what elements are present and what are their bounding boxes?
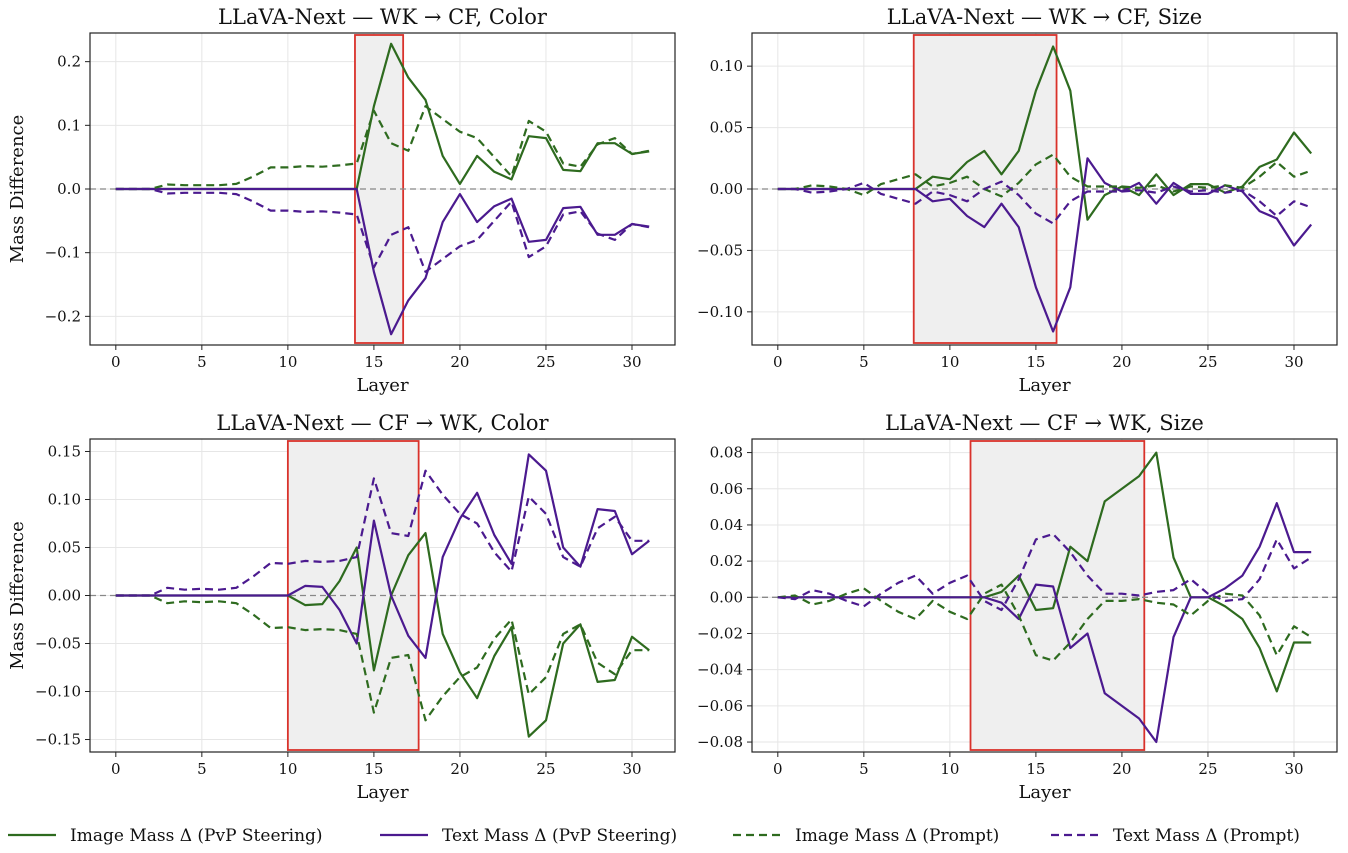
x-tick-label: 30 xyxy=(1284,760,1303,778)
legend-item-text-pvp: Text Mass Δ (PvP Steering) xyxy=(380,826,677,846)
x-tick-label: 5 xyxy=(859,353,869,371)
axes-frame xyxy=(751,438,1338,753)
y-tick-label: 0.00 xyxy=(710,588,743,606)
x-tick-label: 20 xyxy=(1112,760,1131,778)
legend-item-image-pvp: Image Mass Δ (PvP Steering) xyxy=(8,826,323,846)
y-tick-label: 0.00 xyxy=(48,587,81,605)
legend-label-text-prompt: Text Mass Δ (Prompt) xyxy=(1113,826,1300,846)
x-tick-label: 0 xyxy=(773,353,783,371)
x-tick-label: 20 xyxy=(450,760,469,778)
y-tick-label: −0.15 xyxy=(35,731,81,749)
x-axis-label: Layer xyxy=(356,375,409,396)
x-tick-label: 10 xyxy=(278,353,297,371)
x-tick-label: 30 xyxy=(622,760,641,778)
y-tick-label: −0.04 xyxy=(697,661,743,679)
text-mass-prompt-line xyxy=(777,532,1312,612)
y-tick-label: −0.06 xyxy=(697,697,743,715)
x-axis-label: Layer xyxy=(1018,375,1071,396)
legend-item-image-prompt: Image Mass Δ (Prompt) xyxy=(733,826,999,846)
x-tick-label: 15 xyxy=(1026,353,1045,371)
chart-title: LLaVA-Next — WK → CF, Size xyxy=(887,5,1202,29)
y-tick-label: 0.10 xyxy=(710,57,743,75)
x-tick-label: 5 xyxy=(197,760,207,778)
y-tick-label: 0.08 xyxy=(710,444,743,462)
legend-label-image-prompt: Image Mass Δ (Prompt) xyxy=(795,826,999,846)
chart-panel-3: 0 5 10 15 20 25 30 −0.15 −0.10 −0.05 0.00 0.05 0.10 0… xyxy=(7,411,676,803)
x-tick-label: 0 xyxy=(111,760,121,778)
text-mass-prompt-line xyxy=(115,187,650,273)
x-tick-label: 20 xyxy=(1112,353,1131,371)
y-tick-label: −0.05 xyxy=(35,635,81,653)
image-mass-prompt-line xyxy=(777,153,1312,198)
x-tick-label: 25 xyxy=(536,760,555,778)
image-mass-prompt-line xyxy=(115,594,650,722)
y-axis-label: Mass Difference xyxy=(7,115,28,264)
text-mass-prompt-line xyxy=(777,180,1312,225)
x-tick-label: 25 xyxy=(536,353,555,371)
legend-item-text-prompt: Text Mass Δ (Prompt) xyxy=(1051,826,1300,846)
text-mass-pvp-line xyxy=(115,187,650,336)
y-tick-label: 0.1 xyxy=(57,116,81,134)
legend-label-image-pvp: Image Mass Δ (PvP Steering) xyxy=(70,826,323,846)
x-tick-label: 15 xyxy=(1026,760,1045,778)
y-tick-label: −0.1 xyxy=(45,244,81,262)
y-tick-label: 0.05 xyxy=(48,538,81,556)
chart-panel-1: 0 5 10 15 20 25 30 −0.2 −0.1 0.0 0.1 0.2 LLaVA-Next … xyxy=(7,5,676,396)
y-tick-label: −0.2 xyxy=(45,307,81,325)
chart-title: LLaVA-Next — WK → CF, Color xyxy=(218,5,548,29)
x-tick-label: 30 xyxy=(622,353,641,371)
x-axis-label: Layer xyxy=(356,782,409,803)
legend: Image Mass Δ (PvP Steering) Text Mass Δ … xyxy=(8,826,1300,846)
y-tick-label: 0.15 xyxy=(48,442,81,460)
text-mass-prompt-line xyxy=(115,469,650,597)
x-tick-label: 0 xyxy=(111,353,121,371)
x-tick-label: 5 xyxy=(859,760,869,778)
y-tick-label: −0.10 xyxy=(697,303,743,321)
x-tick-label: 15 xyxy=(364,353,383,371)
x-tick-label: 25 xyxy=(1198,353,1217,371)
x-tick-label: 15 xyxy=(364,760,383,778)
chart-panels: 0 5 10 15 20 25 30 −0.2 −0.1 0.0 0.1 0.2 LLaVA-Next … xyxy=(7,5,1338,803)
y-tick-label: 0.05 xyxy=(710,119,743,137)
x-tick-label: 0 xyxy=(773,760,783,778)
y-tick-label: 0.04 xyxy=(710,516,743,534)
text-mass-pvp-line xyxy=(777,502,1312,744)
x-tick-label: 5 xyxy=(197,353,207,371)
chart-panel-4: 0 5 10 15 20 25 30 −0.08 −0.06 −0.04 −0.02 0.00 0.02… xyxy=(697,411,1338,803)
x-tick-label: 10 xyxy=(278,760,297,778)
y-tick-label: 0.00 xyxy=(710,180,743,198)
image-mass-prompt-line xyxy=(115,105,650,191)
text-mass-pvp-line xyxy=(115,453,650,660)
y-tick-label: 0.02 xyxy=(710,552,743,570)
legend-label-text-pvp: Text Mass Δ (PvP Steering) xyxy=(442,826,677,846)
y-tick-label: 0.10 xyxy=(48,490,81,508)
x-axis-label: Layer xyxy=(1018,782,1071,803)
text-mass-pvp-line xyxy=(777,157,1313,333)
chart-title: LLaVA-Next — CF → WK, Size xyxy=(885,411,1204,435)
y-tick-label: −0.05 xyxy=(697,241,743,259)
y-tick-label: −0.10 xyxy=(35,683,81,701)
image-mass-prompt-line xyxy=(777,583,1312,662)
x-tick-label: 10 xyxy=(940,760,959,778)
x-tick-label: 25 xyxy=(1198,760,1217,778)
x-tick-label: 20 xyxy=(450,353,469,371)
y-tick-label: −0.08 xyxy=(697,733,743,751)
chart-panel-2: 0 5 10 15 20 25 30 −0.10 −0.05 0.00 0.05 0.10 LLaVA-… xyxy=(697,5,1338,396)
y-tick-label: −0.02 xyxy=(697,624,743,642)
y-axis-label: Mass Difference xyxy=(7,521,28,670)
y-tick-label: 0.0 xyxy=(57,180,81,198)
chart-title: LLaVA-Next — CF → WK, Color xyxy=(216,411,549,435)
x-tick-label: 10 xyxy=(940,353,959,371)
x-tick-label: 30 xyxy=(1284,353,1303,371)
y-tick-label: 0.06 xyxy=(710,480,743,498)
y-tick-label: 0.2 xyxy=(57,53,81,71)
